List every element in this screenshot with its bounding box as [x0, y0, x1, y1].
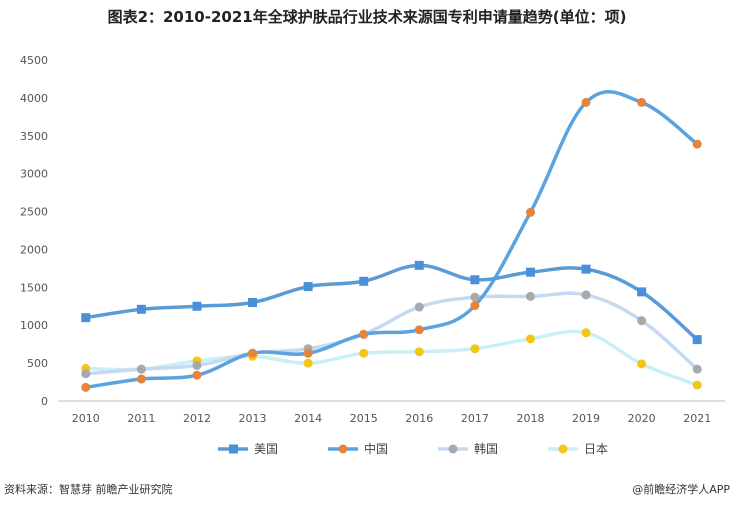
y-tick-label: 1500 — [20, 281, 48, 294]
y-tick-label: 0 — [41, 395, 48, 408]
data-point-circle — [192, 370, 202, 380]
x-tick-label: 2016 — [405, 412, 433, 425]
y-tick-labels: 0 500 1000 1500 2000 2500 3000 3500 4000 4500 — [20, 54, 48, 408]
legend: 美国 中国 韩国 日本 — [218, 441, 608, 456]
x-tick-label: 2013 — [239, 412, 267, 425]
data-point-circle — [136, 364, 146, 374]
data-point-square — [414, 260, 424, 270]
series-lines — [84, 90, 699, 390]
chart-title: 图表2：2010-2021年全球护肤品行业技术来源国专利申请量趋势(单位：项) — [107, 8, 627, 26]
data-point-circle — [303, 348, 313, 358]
data-point-square — [359, 276, 369, 286]
data-point-circle — [525, 291, 535, 301]
data-point-circle — [470, 292, 480, 302]
data-point-circle — [248, 348, 258, 358]
data-point-circle — [414, 302, 424, 312]
data-point-square — [81, 313, 91, 323]
data-point-circle — [692, 380, 702, 390]
data-point-circle — [637, 316, 647, 326]
data-point-circle — [81, 369, 91, 379]
x-tick-label: 2018 — [516, 412, 544, 425]
legend-label: 中国 — [364, 441, 388, 456]
data-point-circle — [414, 325, 424, 335]
data-point-square — [248, 297, 258, 307]
series-markers — [81, 97, 702, 392]
legend-label: 日本 — [584, 442, 608, 456]
x-tick-label: 2021 — [683, 412, 711, 425]
x-tick-label: 2020 — [628, 412, 656, 425]
data-point-circle — [525, 334, 535, 344]
data-point-circle — [303, 358, 313, 368]
y-tick-label: 4000 — [20, 92, 48, 105]
x-tick-label: 2017 — [461, 412, 489, 425]
data-point-square — [470, 275, 480, 285]
data-point-circle — [581, 97, 591, 107]
data-point-circle — [525, 207, 535, 217]
data-point-circle — [581, 290, 591, 300]
data-point-square — [525, 267, 535, 277]
legend-label: 美国 — [254, 442, 278, 456]
data-point-circle — [136, 374, 146, 384]
brand-label: @前瞻经济学人APP — [632, 483, 730, 496]
data-point-circle — [637, 97, 647, 107]
y-tick-label: 2500 — [20, 206, 48, 219]
data-point-circle — [359, 329, 369, 339]
y-tick-label: 3000 — [20, 168, 48, 181]
data-point-circle — [359, 348, 369, 358]
x-tick-label: 2019 — [572, 412, 600, 425]
data-point-circle — [192, 360, 202, 370]
data-point-circle — [81, 382, 91, 392]
x-tick-labels: 2010 2011 2012 2013 2014 2015 2016 2017 2018 2019… — [72, 412, 711, 425]
legend-marker — [558, 444, 568, 454]
data-point-circle — [692, 139, 702, 149]
data-point-square — [637, 287, 647, 297]
data-point-square — [692, 335, 702, 345]
x-tick-label: 2014 — [294, 412, 322, 425]
x-tick-label: 2010 — [72, 412, 100, 425]
data-point-square — [192, 301, 202, 311]
legend-marker — [229, 444, 238, 454]
y-tick-label: 4500 — [20, 54, 48, 67]
x-tick-label: 2012 — [183, 412, 211, 425]
source-note: 资料来源：智慧芽 前瞻产业研究院 — [4, 483, 173, 496]
data-point-square — [136, 304, 146, 314]
legend-marker — [338, 444, 348, 454]
data-point-circle — [581, 328, 591, 338]
data-point-circle — [470, 344, 480, 354]
data-point-square — [581, 264, 591, 274]
data-point-circle — [637, 359, 647, 369]
x-tick-label: 2015 — [350, 412, 378, 425]
x-tick-label: 2011 — [127, 412, 155, 425]
y-tick-label: 2000 — [20, 243, 48, 256]
y-tick-label: 1000 — [20, 319, 48, 332]
data-point-circle — [414, 347, 424, 357]
data-point-square — [303, 282, 313, 292]
data-point-circle — [470, 301, 480, 311]
data-point-circle — [692, 364, 702, 374]
legend-marker — [448, 444, 458, 454]
y-tick-label: 500 — [27, 357, 48, 370]
legend-label: 韩国 — [474, 441, 498, 456]
y-tick-label: 3500 — [20, 130, 48, 143]
